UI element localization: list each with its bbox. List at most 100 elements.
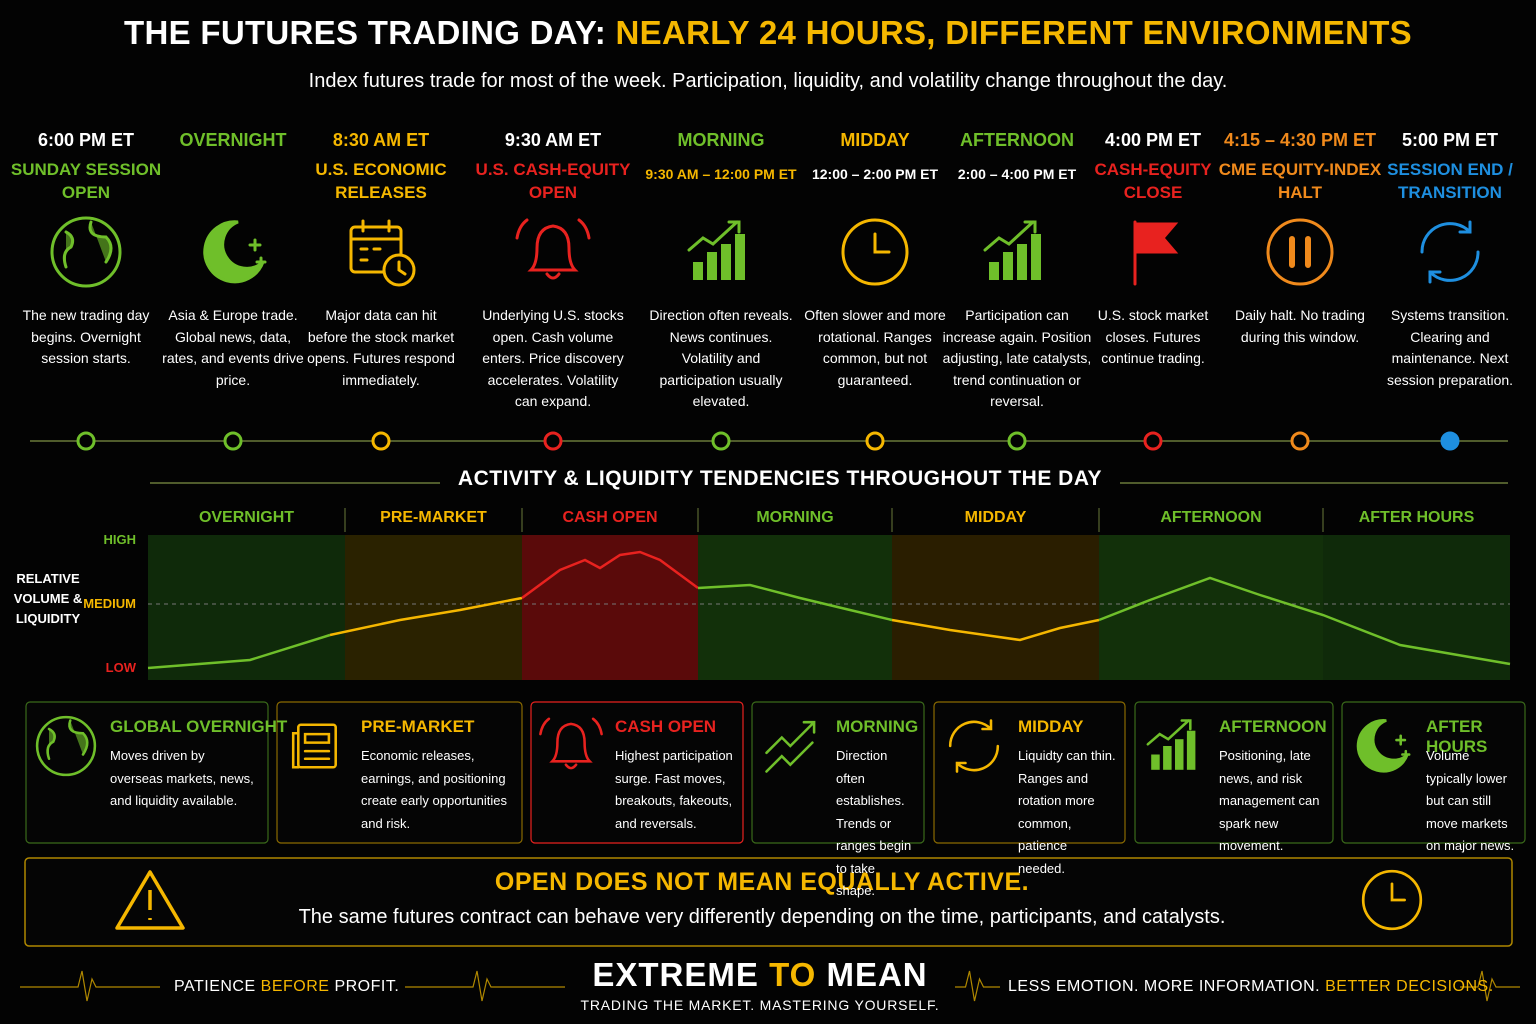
- icon: [1266, 218, 1334, 286]
- card-title: MORNING: [836, 717, 919, 736]
- icon-part: [1003, 252, 1013, 280]
- zone-label: MORNING: [756, 509, 834, 526]
- icon-part: [735, 234, 745, 280]
- card-title: CASH OPEN: [615, 717, 717, 736]
- icon: [948, 719, 1000, 773]
- pulse-line: [1460, 970, 1520, 1002]
- icon-part: [1420, 220, 1480, 284]
- zone-band: [345, 535, 522, 680]
- icon-part: [1395, 734, 1411, 760]
- icon-part: [62, 220, 113, 269]
- zone-band: [698, 535, 892, 680]
- timeline-dot: [865, 431, 885, 451]
- icon-part: [721, 244, 731, 280]
- timeline-text: Major data can hit before the stock mark…: [307, 307, 455, 388]
- card-text: Highest participation surge. Fast moves,…: [615, 748, 733, 831]
- timeline-subheading: 2:00 – 4:00 PM ET: [957, 166, 1077, 182]
- timeline-heading: 4:15 – 4:30 PM ET: [1223, 130, 1377, 150]
- zone-label: CASH OPEN: [562, 509, 658, 526]
- timeline-heading: 5:00 PM ET: [1401, 130, 1499, 150]
- timeline-text: Direction often reveals. News continues.…: [649, 307, 793, 409]
- icon-part: [841, 218, 909, 286]
- icon: [1133, 220, 1179, 286]
- timeline-dot: [223, 431, 243, 451]
- icon-part: [693, 262, 703, 280]
- icon-part: [1151, 754, 1160, 770]
- card-text: Moves driven by overseas markets, news, …: [110, 748, 254, 808]
- level-label: LOW: [105, 660, 136, 675]
- icon: [1361, 869, 1423, 931]
- footer-word: PROFIT.: [334, 978, 400, 995]
- timeline-text: The new trading day begins. Overnight se…: [22, 307, 150, 366]
- icon-part: [349, 219, 403, 262]
- icon: [515, 218, 591, 280]
- activity-curve: [697, 583, 893, 622]
- footer-left: PATIENCE BEFORE PROFIT.: [174, 978, 404, 996]
- card-title: MIDDAY: [1018, 717, 1084, 736]
- icon-part: [873, 232, 891, 254]
- card-text: Economic releases, earnings, and positio…: [361, 748, 507, 831]
- zone-label: AFTERNOON: [1160, 509, 1262, 526]
- footer-word: BEFORE: [260, 978, 330, 995]
- card-text: Direction often establishes. Trends or r…: [836, 748, 912, 898]
- zone-band: [892, 535, 1099, 680]
- title: THE FUTURES TRADING DAY: NEARLY 24 HOURS…: [0, 14, 1536, 52]
- icon: [765, 720, 816, 773]
- timeline-subheading: 9:30 AM – 12:00 PM ET: [645, 166, 797, 182]
- timeline-subheading: CASH-EQUITY CLOSE: [1094, 160, 1212, 202]
- card-title: AFTER HOURS: [1426, 717, 1488, 756]
- warning-icon: [115, 870, 185, 930]
- icon-part: [349, 225, 403, 274]
- icon: [203, 220, 267, 284]
- tagline: TRADING THE MARKET. MASTERING YOURSELF.: [580, 997, 940, 1013]
- timeline-dot: [1440, 431, 1460, 451]
- icon-part: [35, 715, 97, 777]
- icon: [1146, 719, 1196, 770]
- timeline-heading: OVERNIGHT: [179, 130, 287, 150]
- timeline-text: Systems transition. Clearing and mainten…: [1386, 307, 1514, 388]
- card: [751, 701, 925, 844]
- timeline-subheading: U.S. CASH-EQUITY OPEN: [475, 160, 631, 202]
- subtitle: Index futures trade for most of the week…: [308, 70, 1228, 92]
- level-label: HIGH: [103, 532, 137, 547]
- icon-part: [983, 220, 1037, 252]
- icon-part: [1289, 236, 1311, 268]
- axis-label: RELATIVE VOLUME & LIQUIDITY: [13, 571, 83, 626]
- icon-part: [1146, 719, 1192, 746]
- brand-word: EXTREME: [592, 956, 759, 993]
- timeline-subheading: SUNDAY SESSION OPEN: [10, 160, 162, 202]
- timeline-dot: [1007, 431, 1027, 451]
- icon: [687, 220, 745, 280]
- pulse-line: [955, 970, 1000, 1002]
- title-lead: THE FUTURES TRADING DAY:: [124, 14, 607, 51]
- icon-part: [397, 260, 407, 276]
- timeline-dot: [76, 431, 96, 451]
- icon-part: [539, 717, 603, 770]
- zone-band: [1099, 535, 1323, 680]
- icon: [349, 219, 416, 287]
- card-title: GLOBAL OVERNIGHT: [110, 717, 288, 736]
- banner: [24, 857, 1513, 947]
- banner-title: OPEN DOES NOT MEAN EQUALLY ACTIVE.: [494, 868, 1030, 896]
- activity-curve: [521, 550, 699, 600]
- pulse-line: [20, 970, 160, 1002]
- icon: [1356, 719, 1411, 773]
- footer-word: LESS EMOTION. MORE INFORMATION.: [1008, 978, 1321, 995]
- zone-band: [1323, 535, 1510, 680]
- timeline-heading: 9:30 AM ET: [504, 130, 602, 150]
- zone-label: AFTER HOURS: [1358, 509, 1475, 526]
- zone-label: OVERNIGHT: [198, 509, 295, 526]
- zone-label: MIDDAY: [964, 509, 1027, 526]
- icon-part: [1266, 218, 1334, 286]
- timeline-heading: 6:00 PM ET: [37, 130, 135, 150]
- icon: [539, 717, 603, 770]
- footer-right: LESS EMOTION. MORE INFORMATION. BETTER DE…: [1008, 978, 1499, 996]
- footer-word: BETTER DECISIONS.: [1325, 978, 1494, 995]
- timeline-dot: [371, 431, 391, 451]
- timeline-subheading: 12:00 – 2:00 PM ET: [811, 166, 939, 182]
- card: [933, 701, 1126, 844]
- icon-part: [1017, 244, 1027, 280]
- timeline-dot: [1143, 431, 1163, 451]
- timeline-text: Often slower and more rotational. Ranges…: [804, 307, 946, 388]
